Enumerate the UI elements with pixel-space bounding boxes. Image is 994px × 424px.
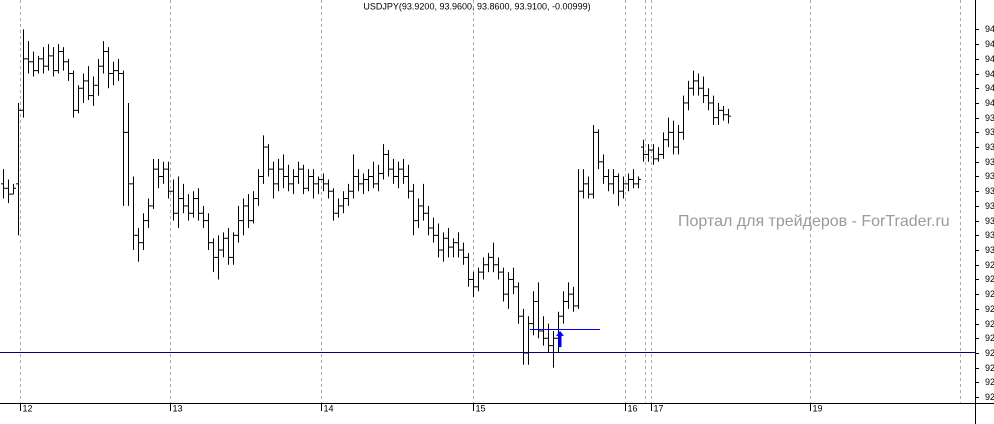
y-tick-label: 92.7 [985,289,994,299]
y-tick-label: 92.6 [985,304,994,314]
y-tick-label: 94.5 [985,24,994,34]
y-axis-panel [975,0,994,424]
x-tick-label: 14 [324,403,334,413]
x-tick-label: 17 [654,403,664,413]
y-tick-label: 93.2 [985,216,994,226]
y-tick-label: 93.8 [985,127,994,137]
y-tick-label: 92.4 [985,333,994,343]
x-tick-label: 12 [23,403,33,413]
y-tick-label: 92.5 [985,319,994,329]
x-tick-label: 15 [476,403,486,413]
y-tick-label: 94.1 [985,83,994,93]
y-tick-label: 93.7 [985,142,994,152]
x-axis-panel [0,403,994,424]
x-tick-label: 13 [173,403,183,413]
y-tick-label: 94.2 [985,69,994,79]
y-tick-label: 93.9 [985,113,994,123]
y-tick-label: 92.8 [985,274,994,284]
x-tick-label: 19 [813,403,823,413]
x-tick-label: 16 [628,403,638,413]
y-tick-label: 93.3 [985,201,994,211]
y-tick-label: 93.1 [985,230,994,240]
y-tick-label: 92.0 [985,392,994,402]
y-tick-label: 93.0 [985,245,994,255]
y-tick-label: 94.4 [985,39,994,49]
grid [20,0,961,403]
bars [0,29,975,368]
y-tick-label: 94.0 [985,98,994,108]
y-tick-label: 92.9 [985,260,994,270]
arrow-head [556,330,564,336]
y-tick-label: 92.3 [985,348,994,358]
y-tick-label: 93.5 [985,171,994,181]
y-tick-label: 93.6 [985,157,994,167]
y-tick-label: 94.3 [985,54,994,64]
y-tick-label: 92.2 [985,363,994,373]
chart-title: USDJPY(93.9200, 93.9600, 93.8600, 93.910… [363,1,590,11]
y-tick-label: 93.4 [985,186,994,196]
y-tick-label: 92.1 [985,377,994,387]
watermark: Портал для трейдеров - ForTrader.ru [678,213,950,230]
